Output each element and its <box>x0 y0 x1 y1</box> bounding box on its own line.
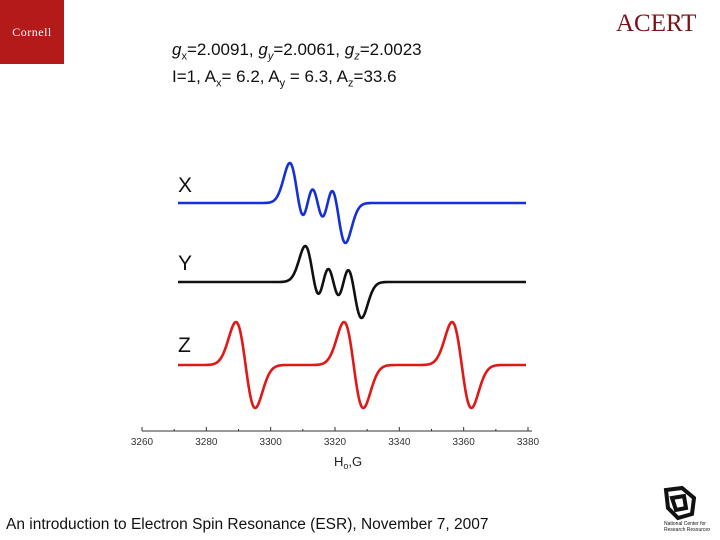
gz-value: 2.0023 <box>369 40 422 59</box>
gy-value: 2.0061 <box>283 40 336 59</box>
a-values-line: I=1, Ax= 6.2, Ay = 6.3, Az=33.6 <box>172 67 397 90</box>
x-tick-label: 3360 <box>453 437 476 448</box>
x-tick-label: 3320 <box>324 437 347 448</box>
g-values-line: gx=2.0091, gy=2.0061, gz=2.0023 <box>172 40 422 63</box>
spectrum-trace-y <box>177 244 527 320</box>
parameters-header: gx=2.0091, gy=2.0061, gz=2.0023 I=1, Ax=… <box>172 38 422 93</box>
x-tick-label: 3380 <box>517 437 540 448</box>
svg-text:National Center for: National Center for <box>664 521 706 527</box>
az-value: 33.6 <box>363 67 397 87</box>
x-tick-label: 3300 <box>260 437 283 448</box>
acert-logo-text: ACERT <box>616 10 696 37</box>
x-axis: 3260 3280 3300 3320 3340 3360 3380 <box>131 427 540 448</box>
spectrum-trace-x <box>177 161 527 245</box>
footer-caption: An introduction to Electron Spin Resonan… <box>6 516 489 533</box>
spin-value: 1 <box>186 67 197 87</box>
spectrum-trace-z <box>177 320 527 410</box>
series-labels: X Y Z <box>178 174 192 357</box>
series-label-x: X <box>178 174 192 197</box>
x-tick-label: 3260 <box>131 437 154 448</box>
ay-value: 6.3 <box>304 67 329 87</box>
x-tick-label: 3340 <box>388 437 411 448</box>
cornell-logo-text: Cornell <box>12 24 52 39</box>
series-label-y: Y <box>178 252 192 275</box>
svg-text:Research Resources: Research Resources <box>664 527 710 533</box>
series-label-z: Z <box>178 334 191 357</box>
x-tick-label: 3280 <box>195 437 218 448</box>
ax-value: 6.2 <box>236 67 260 87</box>
gx-value: 2.0091 <box>196 40 249 59</box>
spectra-traces <box>177 161 527 410</box>
ncrr-logo-icon: National Center for Research Resources <box>663 485 710 533</box>
x-axis-label: Ho,G <box>334 454 362 471</box>
cornell-logo-icon: Cornell <box>0 0 64 64</box>
acert-logo-icon: ACERT <box>616 10 696 37</box>
